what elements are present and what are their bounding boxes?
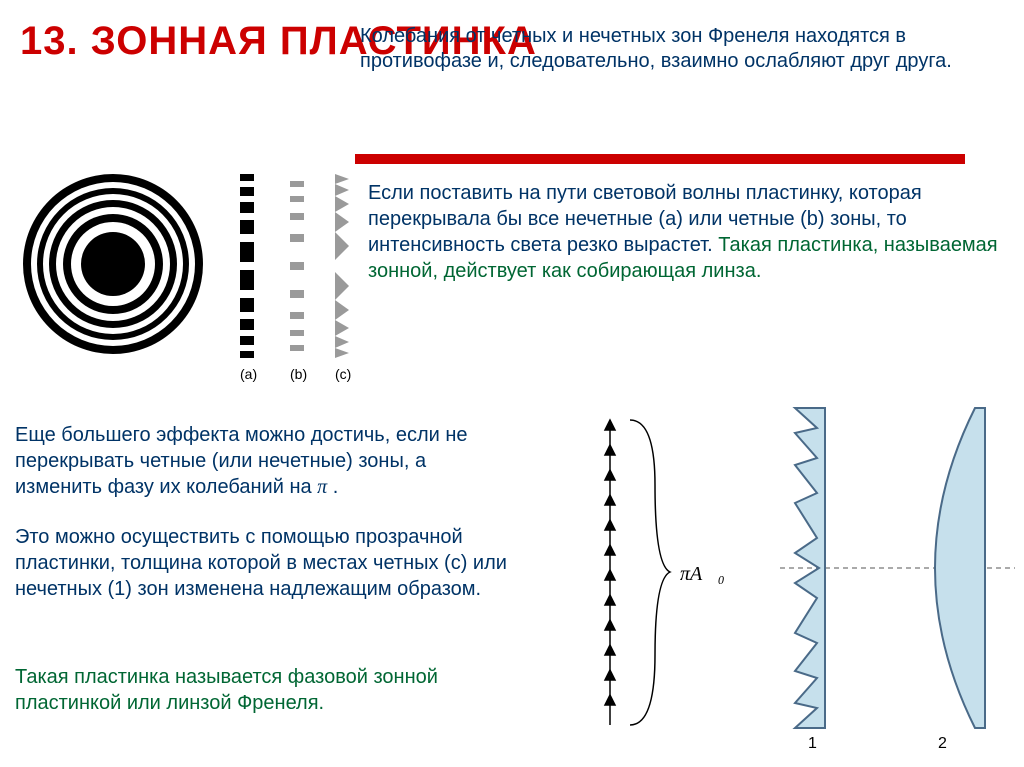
lens-label-1: 1 xyxy=(808,735,817,752)
column-c xyxy=(335,174,349,358)
vector-label: πA⃗₀ xyxy=(680,563,725,585)
text-block-4: Это можно осуществить с помощью прозрачн… xyxy=(15,524,545,602)
column-a xyxy=(240,174,254,358)
zone-plate-figure: (a) (b) (c) xyxy=(15,164,365,399)
vector-sum-figure: πA⃗₀ xyxy=(560,405,760,745)
label-a: (a) xyxy=(240,366,257,382)
label-c: (c) xyxy=(335,366,351,382)
lens-label-2: 2 xyxy=(938,735,947,752)
pi-symbol: π xyxy=(317,476,327,498)
column-b xyxy=(290,181,304,351)
intro-text: Колебания от четных и нечетных зон Френе… xyxy=(360,24,1000,74)
label-b: (b) xyxy=(290,366,307,382)
text-block-2: Если поставить на пути световой волны пл… xyxy=(368,180,998,284)
text-block-5: Такая пластинка называется фазовой зонно… xyxy=(15,664,505,716)
block3-part1: Еще большего эффекта можно достичь, если… xyxy=(15,424,468,498)
text-block-3: Еще большего эффекта можно достичь, если… xyxy=(15,422,485,500)
block3-part2: . xyxy=(327,476,338,498)
divider-bar xyxy=(355,154,965,164)
fresnel-lens-figure: 1 2 xyxy=(780,398,1015,753)
